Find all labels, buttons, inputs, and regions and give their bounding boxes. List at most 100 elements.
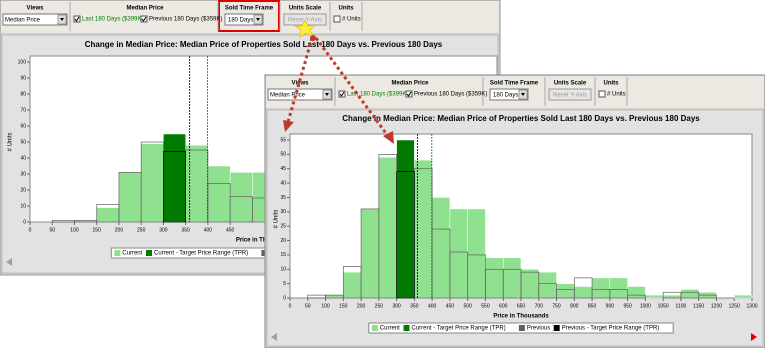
dropdown-arrow <box>256 18 260 21</box>
x-tick-label: 250 <box>375 303 384 309</box>
histogram-bar <box>396 171 415 299</box>
checkbox[interactable] <box>598 90 606 98</box>
nav-arrow[interactable] <box>751 333 757 341</box>
x-tick-label: 200 <box>357 303 366 309</box>
legend-swatch <box>553 325 560 331</box>
dropdown[interactable] <box>489 88 529 101</box>
histogram-bar <box>118 172 142 223</box>
legend-label: Current <box>380 326 400 332</box>
y-tick-label: 30 <box>20 171 26 177</box>
checkbox[interactable] <box>333 15 341 23</box>
y-tick-label: 60 <box>20 123 26 129</box>
check-mark <box>141 16 147 22</box>
x-tick-label: 0 <box>29 227 32 233</box>
checkbox[interactable] <box>405 90 413 98</box>
median-label: Median Price <box>126 6 164 12</box>
x-tick-label: 950 <box>623 303 632 309</box>
legend-swatch <box>518 325 525 331</box>
dropdown-arrow <box>325 93 329 96</box>
dropdown-arrow <box>60 18 64 21</box>
front-window: Views Median Price Median Price Last 180 Da… <box>264 74 765 348</box>
views-label: Views <box>27 6 45 12</box>
histogram-bar <box>627 294 646 299</box>
x-tick-label: 350 <box>181 227 190 233</box>
annotation-arrow <box>286 37 314 123</box>
histogram-bar <box>414 159 433 299</box>
y-tick-label: 55 <box>280 137 286 143</box>
arrow-head <box>383 131 394 144</box>
histogram-bar <box>360 208 380 299</box>
x-tick-label: 300 <box>392 303 401 309</box>
legend-swatch <box>261 250 268 256</box>
checkbox[interactable] <box>338 90 346 98</box>
previous-checkbox: Previous 180 Days ($359K) <box>149 17 222 23</box>
histogram-bar <box>733 294 753 299</box>
histogram-bar <box>520 269 540 299</box>
y-tick-label: 40 <box>280 180 286 186</box>
y-tick-label: 70 <box>20 107 26 113</box>
legend-label: Current - Target Price Range (TPR) <box>412 326 506 332</box>
x-tick-label: 350 <box>410 303 419 309</box>
dropdown[interactable] <box>2 13 68 26</box>
histogram-bar <box>229 172 253 223</box>
x-tick-label: 650 <box>517 303 526 309</box>
histogram-bar <box>140 143 164 223</box>
legend-label: Current - Target Price Range (TPR) <box>154 251 248 257</box>
checkbox[interactable] <box>140 15 148 23</box>
histogram-bar <box>185 144 209 223</box>
x-tick-label: 500 <box>464 303 473 309</box>
x-tick-label: 450 <box>226 227 235 233</box>
nav-arrow[interactable] <box>6 258 12 266</box>
x-tick-label: 200 <box>115 227 124 233</box>
legend-swatch <box>371 325 378 331</box>
histogram-bar <box>538 271 557 299</box>
y-tick-label: 100 <box>18 59 27 65</box>
time-label: Sold Time Frame <box>490 81 539 87</box>
dropdown[interactable] <box>224 13 264 26</box>
y-tick-label: 25 <box>280 224 286 230</box>
y-axis-title: # Units <box>274 210 280 229</box>
nav-arrow[interactable] <box>271 333 277 341</box>
x-axis-title: Price in Thousands <box>236 238 292 244</box>
y-tick-label: 50 <box>280 152 286 158</box>
histogram-bar <box>627 286 646 299</box>
y-tick-label: 90 <box>20 75 26 81</box>
y-tick-label: 20 <box>20 187 26 193</box>
x-tick-label: 900 <box>606 303 615 309</box>
y-tick-label: 30 <box>280 209 286 215</box>
current-checkbox: Last 180 Days ($399K) <box>82 17 143 23</box>
y-tick-label: 0 <box>283 295 286 301</box>
histogram-bar <box>609 289 628 299</box>
x-tick-label: 1250 <box>729 303 740 309</box>
checkbox[interactable] <box>73 15 81 23</box>
arrow-origin <box>310 35 316 41</box>
x-tick-label: 1150 <box>693 303 704 309</box>
button[interactable] <box>548 88 592 101</box>
x-tick-label: 800 <box>570 303 579 309</box>
x-tick-label: 700 <box>535 303 544 309</box>
current-checkbox: Last 180 Days ($399K) <box>347 92 408 98</box>
y-tick-label: 0 <box>23 219 26 225</box>
histogram-bar <box>680 289 699 299</box>
x-tick-label: 250 <box>137 227 146 233</box>
histogram-bar <box>574 286 593 299</box>
x-tick-label: 550 <box>481 303 490 309</box>
x-tick-label: 450 <box>446 303 455 309</box>
annotation-overlay <box>283 19 394 144</box>
dropdown-arrow <box>521 93 525 96</box>
annotation-arrow <box>314 37 390 137</box>
scale-button: Reset Y-Axis <box>553 93 587 99</box>
x-tick-label: 600 <box>499 303 508 309</box>
x-tick-label: 1300 <box>746 303 757 309</box>
units-label: Units <box>604 81 620 87</box>
dropdown[interactable] <box>267 88 333 101</box>
time-label: Sold Time Frame <box>225 6 274 12</box>
histogram-bar <box>591 277 611 299</box>
y-tick-label: 80 <box>20 91 26 97</box>
histogram-bar <box>645 294 664 299</box>
x-tick-label: 100 <box>70 227 79 233</box>
histogram-bar <box>485 257 504 299</box>
chart-title: Change in Median Price: Median Price of … <box>342 114 700 123</box>
x-tick-label: 300 <box>159 227 168 233</box>
